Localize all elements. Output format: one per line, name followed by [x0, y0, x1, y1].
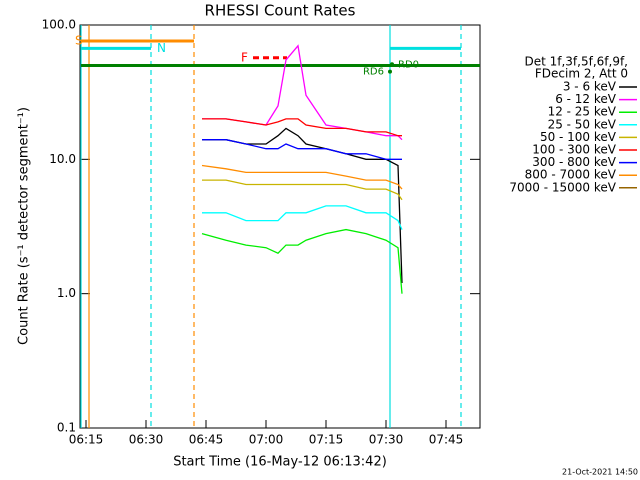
plot-frame [79, 24, 481, 429]
x-axis-label: Start Time (16-May-12 06:13:42) [173, 455, 387, 470]
legend-label: 12 - 25 keV [548, 105, 617, 119]
x-tick-label: 06:45 [189, 433, 224, 447]
chart-title: RHESSI Count Rates [205, 2, 356, 20]
point [390, 62, 394, 67]
legend-label: 6 - 12 keV [555, 92, 617, 106]
series-line [202, 127, 403, 284]
interval-label: F [241, 50, 248, 64]
x-tick-label: 06:30 [129, 433, 164, 447]
x-tick-label: 07:15 [309, 433, 344, 447]
legend-label: 25 - 50 keV [548, 117, 617, 131]
interval-label: N [157, 41, 166, 55]
x-tick-label: 06:15 [69, 433, 104, 447]
y-tick-label: 100.0 [42, 18, 76, 32]
legend-label: 100 - 300 keV [532, 143, 616, 157]
point-label: RD6 [363, 67, 384, 78]
x-tick-label: 07:30 [369, 433, 404, 447]
legend-label: 3 - 6 keV [563, 80, 617, 94]
x-tick-label: 07:45 [429, 433, 464, 447]
y-axis-label: Count Rate (s⁻¹ detector segment⁻¹) [17, 107, 32, 345]
legend-label: 7000 - 15000 keV [509, 180, 616, 194]
y-tick-label: 0.1 [57, 421, 76, 435]
y-tick-label: 1.0 [57, 286, 76, 300]
interval-label: S [75, 34, 83, 48]
series-line [201, 228, 403, 294]
point-label: RD0 [398, 59, 419, 70]
legend-header: Det 1f,3f,5f,6f,9f, [524, 55, 628, 69]
series-line [202, 205, 403, 230]
x-tick-label: 07:00 [249, 433, 284, 447]
y-tick-label: 10.0 [49, 152, 76, 166]
series-line [202, 179, 403, 201]
series-line [202, 118, 402, 137]
series-line [202, 139, 402, 160]
legend-label: 50 - 100 keV [540, 130, 617, 144]
legend-label: 800 - 7000 keV [525, 168, 617, 182]
legend-label: 300 - 800 keV [532, 155, 616, 169]
footer: 21-Oct-2021 14:50 [562, 468, 638, 477]
series-line [202, 44, 403, 141]
legend-header: FDecim 2, Att 0 [535, 67, 628, 81]
series-line [201, 164, 403, 190]
point [388, 69, 392, 74]
